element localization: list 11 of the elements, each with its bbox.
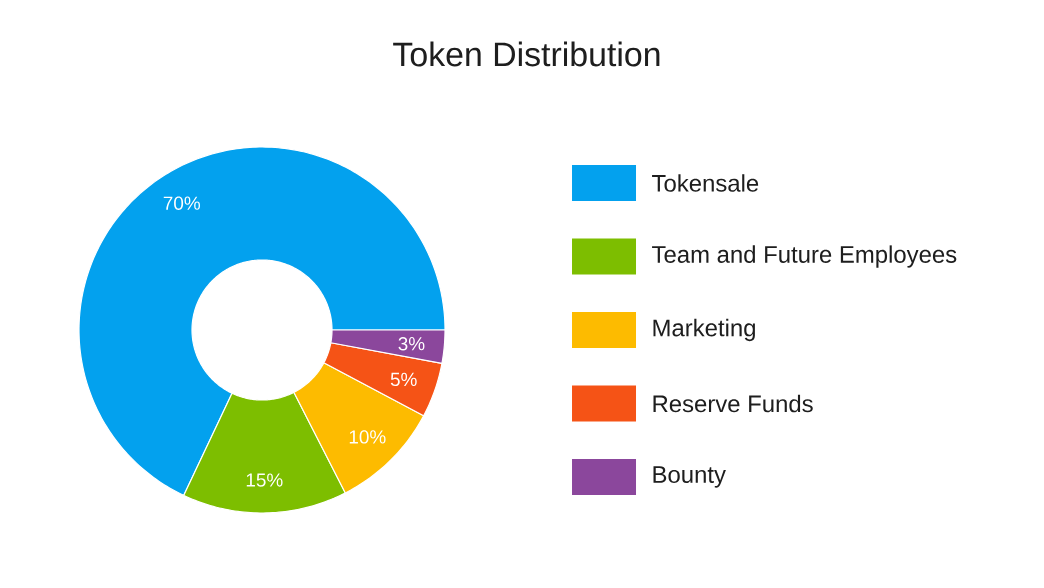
data-label: 3% (398, 337, 425, 351)
legend-label: Bounty (653, 466, 726, 488)
data-label: 5% (390, 372, 417, 387)
data-label: 70% (163, 196, 201, 210)
legend-label: Tokensale (652, 174, 759, 192)
legend-label: Reserve Funds (653, 394, 813, 413)
chart-title: Token Distribution (393, 41, 660, 67)
data-label: 15% (246, 473, 283, 487)
legend-label: Marketing (653, 318, 755, 342)
data-label: 10% (349, 430, 386, 444)
legend-label: Team and Future Employees (652, 245, 957, 268)
